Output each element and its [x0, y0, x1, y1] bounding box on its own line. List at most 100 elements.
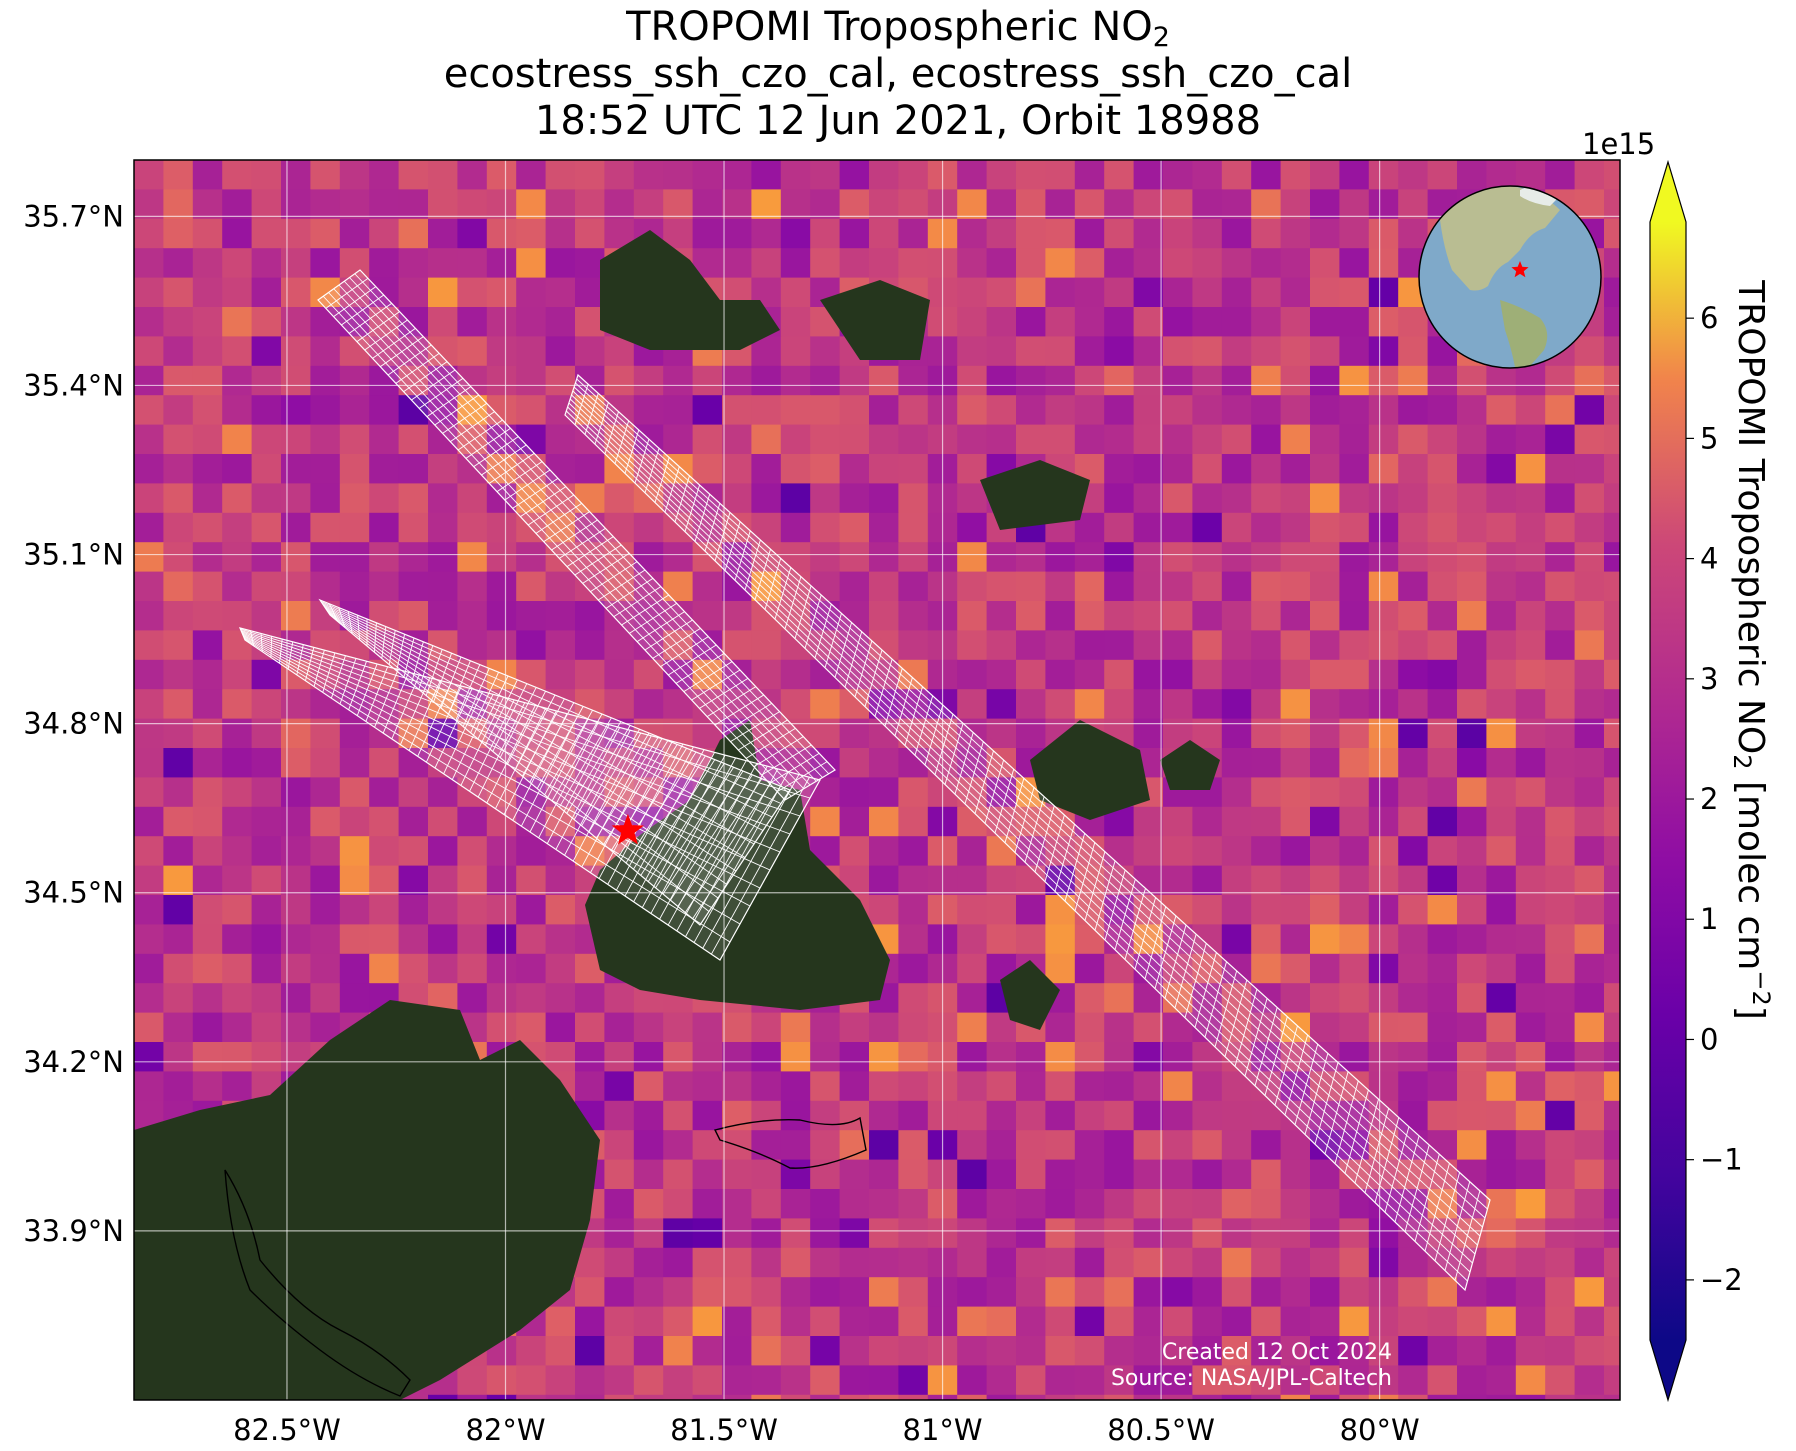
no2-pixel [1192, 336, 1223, 367]
no2-pixel [1457, 659, 1487, 690]
no2-pixel [1574, 1394, 1605, 1400]
no2-pixel [1457, 1130, 1487, 1161]
no2-pixel [1016, 424, 1046, 455]
no2-pixel [810, 1277, 841, 1308]
no2-pixel [1368, 1394, 1399, 1400]
no2-pixel [222, 395, 253, 426]
no2-pixel [192, 189, 223, 220]
no2-pixel [1163, 924, 1193, 955]
no2-pixel [1045, 1365, 1076, 1396]
no2-pixel [1545, 1189, 1576, 1219]
no2-pixel [1515, 1394, 1546, 1400]
no2-pixel [1280, 895, 1311, 925]
no2-pixel [134, 924, 164, 955]
no2-pixel [1427, 160, 1458, 190]
no2-pixel [1251, 924, 1282, 955]
no2-pixel [1192, 630, 1223, 661]
no2-pixel [839, 1159, 870, 1190]
no2-pixel [957, 454, 988, 484]
no2-pixel [1045, 953, 1076, 984]
no2-pixel [251, 895, 282, 925]
no2-pixel [1398, 160, 1429, 190]
no2-pixel [1221, 248, 1252, 279]
colorbar-label: TROPOMI Tropospheric NO2 [molec cm−2] [1728, 280, 1775, 1020]
no2-pixel [1104, 307, 1135, 337]
no2-pixel [869, 1247, 899, 1278]
no2-pixel [134, 659, 164, 690]
no2-pixel [1016, 865, 1046, 896]
no2-pixel [1192, 483, 1223, 514]
no2-pixel [1604, 1306, 1620, 1337]
no2-pixel [957, 1247, 988, 1278]
no2-pixel [898, 1100, 929, 1131]
no2-pixel [1604, 1100, 1620, 1131]
no2-pixel [633, 189, 664, 220]
no2-pixel [1280, 601, 1311, 631]
no2-pixel [163, 248, 194, 279]
no2-pixel [192, 542, 223, 573]
lat-tick-label: 35.4°N [23, 368, 124, 402]
no2-pixel [1310, 336, 1340, 367]
no2-pixel [1104, 983, 1135, 1014]
no2-pixel [1515, 424, 1546, 455]
no2-pixel [1604, 630, 1620, 661]
no2-pixel [163, 307, 194, 337]
no2-pixel [310, 248, 341, 279]
no2-pixel [1339, 777, 1370, 808]
no2-pixel [281, 571, 311, 602]
no2-pixel [957, 895, 988, 925]
no2-pixel [722, 1012, 752, 1043]
no2-pixel [751, 689, 782, 720]
no2-pixel [1398, 1365, 1429, 1396]
no2-pixel [1368, 865, 1399, 896]
no2-pixel [339, 924, 370, 955]
no2-pixel [192, 512, 223, 543]
no2-pixel [281, 218, 311, 249]
no2-pixel [1574, 806, 1605, 837]
no2-pixel [1104, 365, 1135, 396]
no2-pixel [986, 424, 1017, 455]
no2-pixel [1045, 1130, 1076, 1161]
no2-pixel [1251, 189, 1282, 220]
no2-pixel [1310, 836, 1340, 867]
no2-pixel [1457, 983, 1487, 1014]
no2-pixel [1427, 1159, 1458, 1190]
no2-pixel [1133, 689, 1164, 720]
no2-pixel [1045, 424, 1076, 455]
no2-pixel [810, 659, 841, 690]
no2-pixel [780, 483, 811, 514]
no2-pixel [486, 307, 517, 337]
no2-pixel [486, 248, 517, 279]
no2-pixel [134, 277, 164, 308]
no2-pixel [516, 983, 547, 1014]
no2-pixel [633, 512, 664, 543]
no2-pixel [281, 336, 311, 367]
no2-pixel [986, 307, 1017, 337]
no2-pixel [604, 160, 635, 190]
no2-pixel [516, 953, 547, 984]
no2-pixel [1221, 659, 1252, 690]
no2-pixel [1074, 1130, 1105, 1161]
no2-pixel [1221, 924, 1252, 955]
no2-pixel [1604, 865, 1620, 896]
no2-pixel [810, 806, 841, 837]
no2-pixel [898, 895, 929, 925]
no2-pixel [1074, 542, 1105, 573]
no2-pixel [1251, 483, 1282, 514]
no2-pixel [1398, 1218, 1429, 1249]
no2-pixel [1192, 953, 1223, 984]
no2-pixel [1192, 248, 1223, 279]
no2-pixel [1280, 424, 1311, 455]
no2-pixel [457, 218, 488, 249]
no2-pixel [545, 571, 576, 602]
no2-pixel [251, 307, 282, 337]
no2-pixel [1368, 1071, 1399, 1102]
no2-pixel [986, 160, 1017, 190]
no2-pixel [898, 1277, 929, 1308]
no2-pixel [1192, 189, 1223, 220]
no2-pixel [1398, 953, 1429, 984]
no2-pixel [1104, 454, 1135, 484]
no2-pixel [516, 571, 547, 602]
no2-pixel [457, 307, 488, 337]
no2-pixel [1427, 571, 1458, 602]
